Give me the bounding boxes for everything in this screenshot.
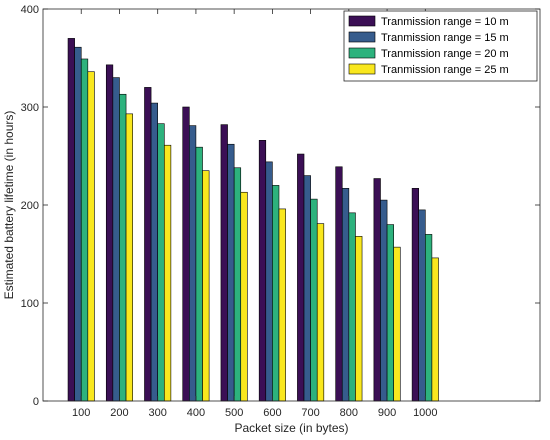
bar-3-900: [386, 224, 394, 402]
bar-1-300: [144, 87, 152, 402]
legend-swatch-1: [348, 15, 376, 27]
bar-1-900: [373, 178, 381, 402]
bar-3-100: [80, 58, 89, 402]
x-tick-label: 200: [110, 407, 128, 419]
y-tick-label: 100: [21, 298, 39, 310]
bar-4-300: [163, 144, 172, 402]
x-tick-label: 1000: [413, 407, 437, 419]
bar-4-700: [316, 223, 325, 402]
bar-2-1000: [418, 209, 426, 402]
legend-swatch-4: [348, 63, 376, 75]
bar-2-700: [303, 175, 311, 402]
legend-swatch-3: [348, 47, 376, 59]
x-tick-label: 600: [263, 407, 281, 419]
legend-label-1: Tranmission range = 10 m: [381, 16, 509, 28]
bar-4-200: [125, 113, 133, 402]
legend-label-4: Tranmission range = 25 m: [381, 64, 509, 76]
bar-2-900: [380, 199, 388, 402]
bar-4-600: [278, 208, 286, 402]
bar-3-800: [348, 212, 356, 402]
x-tick-label: 800: [340, 407, 358, 419]
bar-1-400: [182, 106, 190, 402]
bar-1-800: [335, 166, 343, 402]
bar-1-100: [67, 38, 75, 402]
bar-2-100: [74, 46, 82, 402]
y-tick-label: 400: [21, 4, 39, 16]
bar-2-200: [112, 77, 120, 402]
bar-2-400: [189, 125, 197, 402]
bar-4-900: [393, 246, 401, 402]
x-axis-label: Packet size (in bytes): [234, 421, 348, 435]
bar-2-300: [150, 102, 158, 402]
bar-3-300: [157, 123, 165, 402]
bar-3-500: [233, 167, 242, 402]
bar-1-1000: [411, 188, 420, 402]
bar-4-800: [355, 236, 363, 402]
bar-4-400: [202, 170, 210, 402]
bar-3-400: [195, 146, 203, 402]
bar-1-700: [297, 153, 305, 402]
legend-label-2: Tranmission range = 15 m: [381, 32, 509, 44]
legend: Tranmission range = 10 m Tranmission rang…: [343, 10, 538, 82]
bar-3-200: [119, 93, 127, 402]
legend-swatch-2: [348, 31, 376, 43]
bar-4-1000: [431, 257, 439, 402]
bar-2-800: [341, 188, 350, 402]
bar-3-700: [310, 198, 318, 402]
x-tick-label: 400: [187, 407, 205, 419]
x-tick-label: 500: [225, 407, 243, 419]
legend-label-3: Tranmission range = 20 m: [381, 48, 509, 60]
legend-box: [343, 10, 538, 82]
x-tick-label: 900: [378, 407, 396, 419]
x-tick-label: 300: [149, 407, 167, 419]
bar-4-100: [87, 71, 95, 402]
y-tick-label: 300: [21, 102, 39, 114]
x-tick-label: 700: [301, 407, 319, 419]
axis-ticks: 0 100 200 300 400 100 200 300 400 500 600 700 800 900…: [21, 4, 540, 419]
bar-1-500: [220, 124, 228, 402]
y-tick-label: 0: [33, 396, 39, 408]
bar-1-200: [105, 64, 114, 402]
y-tick-label: 200: [21, 200, 39, 212]
bar-4-500: [240, 191, 248, 402]
bar-2-500: [227, 143, 235, 402]
bar-3-1000: [425, 234, 433, 402]
bar-2-600: [265, 161, 273, 402]
bar-3-600: [272, 185, 280, 402]
y-axis-label: Estimated battery lifetime (in hours): [2, 111, 16, 300]
bar-1-600: [258, 140, 267, 402]
x-tick-label: 100: [72, 407, 90, 419]
plot-area: [42, 8, 541, 402]
